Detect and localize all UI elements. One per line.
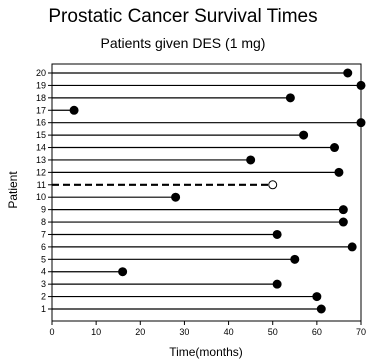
patient-11-marker xyxy=(268,180,278,190)
chart-subtitle: Patients given DES (1 mg) xyxy=(100,35,266,51)
x-tick-label: 10 xyxy=(91,327,101,337)
patient-2-marker xyxy=(312,292,322,302)
y-tick-label: 6 xyxy=(41,242,46,252)
x-tick-label: 0 xyxy=(49,327,54,337)
x-tick-label: 40 xyxy=(224,327,234,337)
y-tick-label: 14 xyxy=(36,143,46,153)
patient-13-marker xyxy=(246,155,256,165)
y-tick-label: 1 xyxy=(41,304,46,314)
y-tick-label: 18 xyxy=(36,93,46,103)
y-tick-label: 19 xyxy=(36,80,46,90)
patient-4-marker xyxy=(118,267,128,277)
x-tick-label: 20 xyxy=(135,327,145,337)
y-tick-label: 4 xyxy=(41,267,46,277)
patient-3-marker xyxy=(272,279,282,289)
patient-9-marker xyxy=(338,205,348,215)
patient-18-marker xyxy=(285,93,295,103)
y-tick-label: 7 xyxy=(41,229,46,239)
y-tick-label: 9 xyxy=(41,205,46,215)
patient-16-marker xyxy=(356,118,366,128)
x-axis-label: Time(months) xyxy=(169,345,243,359)
y-tick-label: 8 xyxy=(41,217,46,227)
chart-title: Prostatic Cancer Survival Times xyxy=(48,6,318,27)
patient-15-marker xyxy=(299,130,309,140)
patient-14-marker xyxy=(330,143,340,153)
x-tick-label: 70 xyxy=(356,327,366,337)
patient-8-marker xyxy=(338,217,348,227)
y-tick-label: 16 xyxy=(36,118,46,128)
patient-19-marker xyxy=(356,80,366,90)
y-tick-label: 13 xyxy=(36,155,46,165)
x-tick-label: 30 xyxy=(179,327,189,337)
y-tick-label: 11 xyxy=(37,180,46,190)
patient-6-marker xyxy=(347,242,357,252)
plot-area-frame xyxy=(51,63,362,322)
y-tick-label: 15 xyxy=(36,130,46,140)
y-tick-label: 3 xyxy=(41,279,46,289)
y-tick-label: 2 xyxy=(41,292,46,302)
patient-20-marker xyxy=(343,68,353,78)
x-tick-label: 50 xyxy=(268,327,278,337)
y-tick-label: 12 xyxy=(36,167,46,177)
x-tick-label: 60 xyxy=(312,327,322,337)
patient-7-marker xyxy=(272,229,282,239)
y-tick-label: 20 xyxy=(36,68,46,78)
y-axis-label: Patient xyxy=(6,171,20,209)
patient-5-marker xyxy=(290,254,300,264)
patient-1-marker xyxy=(316,304,326,314)
y-tick-label: 5 xyxy=(41,254,46,264)
y-tick-label: 10 xyxy=(36,192,46,202)
patient-bars xyxy=(52,68,366,314)
patient-10-marker xyxy=(171,192,181,202)
x-axis: 0 10 20 30 40 50 60 70 xyxy=(49,321,366,337)
y-tick-label: 17 xyxy=(36,105,46,115)
patient-17-marker xyxy=(69,105,79,115)
patient-12-marker xyxy=(334,167,344,177)
